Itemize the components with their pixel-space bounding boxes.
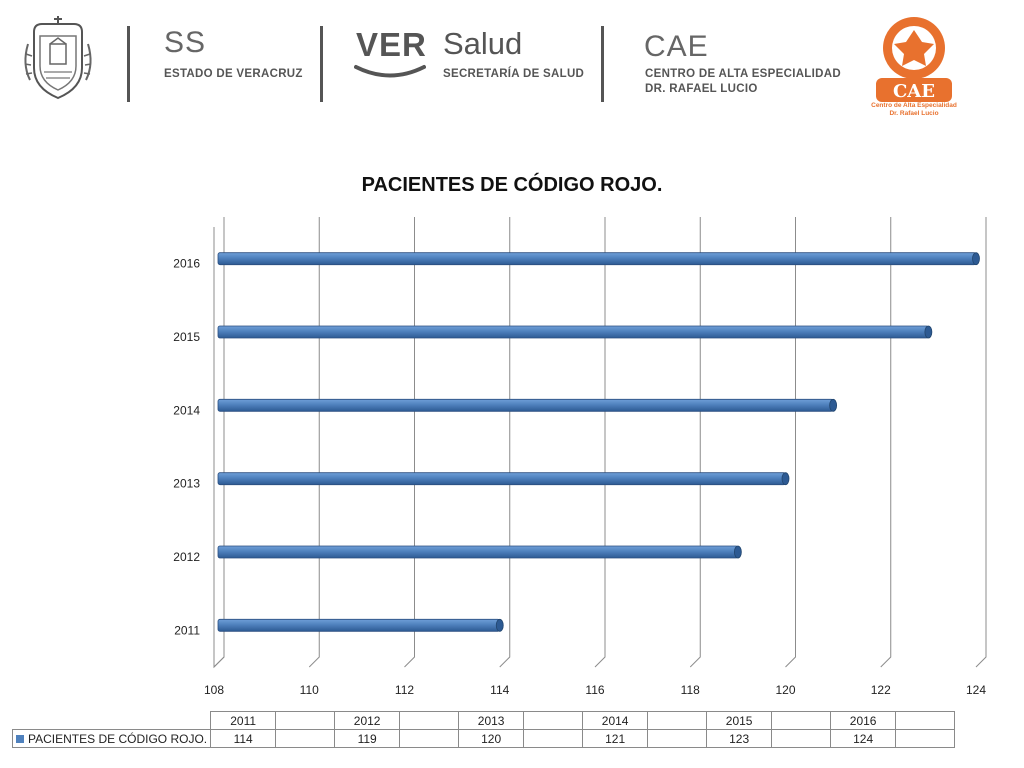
table-spacer: [895, 711, 956, 730]
cae-subtitle-line1: CENTRO DE ALTA ESPECIALIDAD: [645, 68, 841, 80]
chart-tick-labels: 108 110 112 114 116 118 120 122 124: [204, 683, 986, 697]
bar-2011: [217, 618, 501, 632]
cae-logo-caption-line1: Centro de Alta Especialidad: [871, 102, 957, 109]
chart-bars: [217, 252, 980, 632]
cae-emblem-icon: CAE: [876, 17, 952, 102]
x-tick-label: 122: [871, 683, 891, 697]
y-category-label: 2015: [173, 330, 200, 344]
table-spacer: [399, 729, 460, 748]
chart-data-table: 2011 2012 2013 2014 2015 2016 PACIENTES …: [11, 711, 956, 748]
chart-gridline: [213, 217, 225, 668]
bar-2015: [217, 325, 929, 339]
table-year: 2015: [706, 711, 773, 730]
bar-end-cap-2013: [781, 472, 790, 486]
bar-end-cap-2015: [924, 325, 933, 339]
x-tick-label: 120: [775, 683, 795, 697]
series-name: PACIENTES DE CÓDIGO ROJO.: [28, 731, 208, 746]
cae-abbr: CAE: [644, 30, 709, 63]
chart-gridline: [404, 217, 415, 668]
chart-gridline: [594, 217, 606, 668]
chart-gridline: [689, 217, 701, 668]
y-category-label: 2012: [173, 550, 200, 564]
table-spacer: [895, 729, 956, 748]
bar-2012: [217, 545, 739, 559]
x-tick-label: 110: [300, 683, 319, 697]
table-value: 114: [210, 729, 277, 748]
ver-salud-subtitle: SECRETARÍA DE SALUD: [443, 68, 585, 80]
x-tick-label: 124: [966, 683, 986, 697]
bar-2013: [217, 472, 786, 486]
table-year: 2016: [830, 711, 897, 730]
ver-wordmark: VER: [356, 26, 427, 63]
table-spacer: [523, 729, 584, 748]
cae-logo-caption: Centro de Alta Especialidad Dr. Rafael L…: [866, 102, 962, 118]
y-category-label: 2013: [173, 477, 200, 491]
chart-category-labels: 2011 2012 2013 2014 2015 2016: [173, 257, 200, 638]
table-value: 121: [582, 729, 649, 748]
smile-swoosh-icon: [354, 65, 426, 78]
chart-gridline: [880, 217, 892, 668]
chart-gridlines: [213, 217, 987, 669]
table-header-row: 2011 2012 2013 2014 2015 2016: [12, 711, 956, 730]
table-spacer: [275, 711, 336, 730]
bar-end-cap-2016: [972, 252, 980, 266]
table-value: 124: [830, 729, 897, 748]
bar-2014: [217, 398, 834, 412]
veracruz-coat-of-arms-icon: [24, 16, 92, 100]
table-year: 2011: [210, 711, 277, 730]
x-tick-label: 118: [681, 683, 700, 697]
svg-text:CAE: CAE: [893, 81, 935, 102]
table-spacer: [523, 711, 584, 730]
table-spacer: [275, 729, 336, 748]
table-year: 2014: [582, 711, 649, 730]
ss-abbr: SS: [164, 26, 207, 59]
cae-logo-caption-line2: Dr. Rafael Lucio: [889, 110, 939, 117]
y-category-label: 2011: [174, 623, 200, 637]
table-value: 120: [458, 729, 525, 748]
x-tick-label: 114: [490, 683, 509, 697]
bar-end-cap-2012: [733, 545, 742, 559]
y-category-label: 2014: [173, 403, 200, 417]
chart-gridline: [499, 217, 511, 668]
cae-subtitle-line2: DR. RAFAEL LUCIO: [645, 83, 758, 95]
chart-back-wall: [213, 217, 225, 669]
ss-subtitle: ESTADO DE VERACRUZ: [164, 68, 303, 80]
x-tick-label: 116: [585, 683, 604, 697]
table-spacer: [647, 729, 708, 748]
table-year: 2012: [334, 711, 401, 730]
chart-gridline: [785, 217, 796, 668]
table-spacer: [771, 729, 832, 748]
table-value: 119: [334, 729, 401, 748]
x-tick-label: 108: [204, 683, 224, 697]
table-year: 2013: [458, 711, 525, 730]
legend-key-icon: [16, 734, 24, 743]
chart-title: PACIENTES DE CÓDIGO ROJO.: [361, 174, 663, 196]
salud-wordmark: Salud: [443, 26, 523, 61]
chart-gridline: [975, 217, 987, 668]
table-spacer: [399, 711, 460, 730]
page-header: SS ESTADO DE VERACRUZ VER Salud SECRETAR…: [0, 0, 1024, 130]
table-row: PACIENTES DE CÓDIGO ROJO. 114 119 120 12…: [11, 729, 956, 748]
table-spacer: [647, 711, 708, 730]
table-spacer: [771, 711, 832, 730]
header-divider: [127, 26, 130, 102]
x-tick-label: 112: [395, 683, 414, 697]
bar-2016: [217, 252, 977, 266]
table-value: 123: [706, 729, 773, 748]
bar-end-cap-2014: [829, 398, 838, 412]
table-series-label: PACIENTES DE CÓDIGO ROJO.: [11, 729, 212, 748]
table-corner-cell: [12, 711, 212, 730]
y-category-label: 2016: [173, 257, 200, 271]
bar-end-cap-2011: [495, 618, 504, 632]
header-divider: [320, 26, 323, 102]
chart-gridline: [308, 217, 320, 668]
bar-chart: 2011 2012 2013 2014 2015 2016 108 110 112 114 116…: [173, 217, 987, 697]
header-divider: [601, 26, 604, 102]
